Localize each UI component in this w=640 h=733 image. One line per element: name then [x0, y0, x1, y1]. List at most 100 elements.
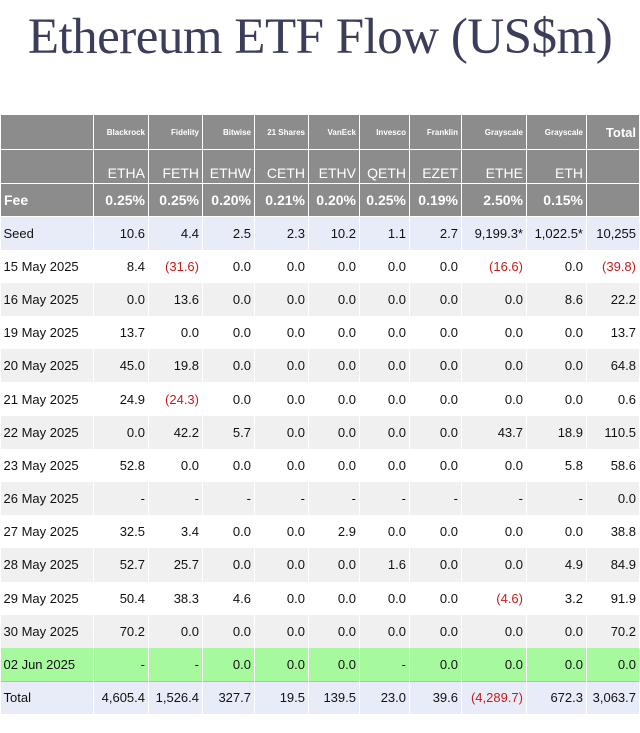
flow-cell: 0.0	[308, 382, 360, 416]
flow-cell: 25.7	[148, 548, 203, 582]
flow-cell: 0.0	[254, 282, 309, 317]
flow-cell: 4.6	[202, 581, 255, 615]
negative-flow-cell: (4.6)	[461, 581, 527, 615]
flow-cell: 0.0	[254, 382, 309, 416]
flow-cell: 13.6	[148, 282, 203, 317]
row-label: 26 May 2025	[0, 482, 94, 516]
flow-cell: -	[359, 647, 410, 682]
flow-cell: -	[308, 482, 360, 516]
fee-header-row: Fee 0.25% 0.25% 0.20% 0.21% 0.20% 0.25% 0.19% 2.…	[0, 183, 640, 217]
flow-cell: 0.0	[461, 282, 527, 317]
flow-cell: 70.2	[586, 614, 640, 648]
flow-cell: 0.0	[308, 415, 360, 449]
flow-cell: 672.3	[526, 680, 587, 715]
table-row: 23 May 2025 52.8 0.0 0.0 0.0 0.0 0.0 0.0 0.0 5.8 5…	[0, 448, 640, 482]
flow-cell: 0.0	[202, 647, 255, 682]
flow-cell: 0.0	[461, 614, 527, 648]
flow-cell: 0.0	[359, 349, 410, 383]
flow-cell: 0.0	[409, 282, 462, 317]
ticker-header-2: ETHW	[202, 149, 255, 184]
ticker-header-1: FETH	[148, 149, 203, 184]
flow-cell: 10,255	[586, 216, 640, 250]
flow-cell: 0.0	[202, 382, 255, 416]
table-row: 19 May 2025 13.7 0.0 0.0 0.0 0.0 0.0 0.0 0.0 0.0 1…	[0, 316, 640, 350]
fee-cell-5: 0.25%	[359, 183, 410, 217]
flow-cell: 4.4	[148, 216, 203, 250]
flow-cell: 1.6	[359, 548, 410, 582]
issuer-header-1: Fidelity	[148, 114, 203, 150]
issuer-header-8: Grayscale	[526, 114, 587, 150]
flow-cell: 24.9	[93, 382, 149, 416]
flow-cell: 0.0	[308, 448, 360, 482]
flow-cell: 13.7	[586, 316, 640, 350]
ticker-header-7: ETHE	[461, 149, 527, 184]
flow-cell: -	[461, 482, 527, 516]
issuer-header-2: Bitwise	[202, 114, 255, 150]
flow-cell: 0.0	[254, 349, 309, 383]
flow-cell: 0.0	[461, 316, 527, 350]
flow-cell: 0.0	[526, 515, 587, 549]
fee-cell-1: 0.25%	[148, 183, 203, 217]
issuer-header-row: Blackrock Fidelity Bitwise 21 Shares VanEck I…	[0, 114, 640, 150]
flow-cell: 13.7	[93, 316, 149, 350]
row-label: 21 May 2025	[0, 382, 94, 416]
flow-cell: 0.0	[202, 249, 255, 283]
flow-cell: 64.8	[586, 349, 640, 383]
flow-cell: 3.2	[526, 581, 587, 615]
ticker-header-0: ETHA	[93, 149, 149, 184]
flow-cell: -	[409, 482, 462, 516]
flow-cell: 0.0	[202, 548, 255, 582]
flow-cell: 0.0	[254, 614, 309, 648]
flow-cell: 0.0	[254, 316, 309, 350]
flow-cell: 3.4	[148, 515, 203, 549]
table-row: 26 May 2025- - - - - - - - -0.0	[0, 482, 640, 516]
flow-cell: 42.2	[148, 415, 203, 449]
flow-cell: 0.0	[409, 614, 462, 648]
flow-cell: 0.0	[409, 382, 462, 416]
page-title: Ethereum ETF Flow (US$m)	[27, 9, 613, 65]
flow-cell: 0.0	[359, 515, 410, 549]
table-row: 02 Jun 2025- -0.0 0.0 0.0-0.0 0.0 0.0 0.0	[0, 647, 640, 682]
flow-cell: 43.7	[461, 415, 527, 449]
flow-cell: 22.2	[586, 282, 640, 317]
flow-cell: 0.0	[359, 382, 410, 416]
row-label: 29 May 2025	[0, 581, 94, 615]
ticker-header-3: CETH	[254, 149, 309, 184]
ticker-header-5: QETH	[359, 149, 410, 184]
fee-cell-2: 0.20%	[202, 183, 255, 217]
flow-cell: 0.0	[254, 249, 309, 283]
row-label: 19 May 2025	[0, 316, 94, 350]
table-row: 29 May 2025 50.4 38.3 4.6 0.0 0.0 0.0 0.0 (4.6) 3…	[0, 581, 640, 615]
flow-cell: 0.0	[461, 349, 527, 383]
flow-cell: 0.0	[93, 415, 149, 449]
flow-cell: 0.0	[254, 581, 309, 615]
flow-cell: 0.6	[586, 382, 640, 416]
table-row: 20 May 2025 45.0 19.8 0.0 0.0 0.0 0.0 0.0 0.0 0.0…	[0, 349, 640, 383]
flow-cell: 0.0	[308, 316, 360, 350]
table-row: 22 May 2025 0.0 42.2 5.7 0.0 0.0 0.0 0.0 43.7 18.…	[0, 415, 640, 449]
etf-flow-table: Blackrock Fidelity Bitwise 21 Shares VanEck I…	[0, 114, 640, 715]
issuer-header-5: Invesco	[359, 114, 410, 150]
flow-cell: 0.0	[202, 448, 255, 482]
flow-cell: 52.7	[93, 548, 149, 582]
flow-cell: 0.0	[586, 482, 640, 516]
flow-cell: 0.0	[359, 282, 410, 317]
flow-cell: 0.0	[526, 382, 587, 416]
fee-cell-4: 0.20%	[308, 183, 360, 217]
flow-cell: 0.0	[359, 316, 410, 350]
flow-cell: 38.3	[148, 581, 203, 615]
flow-cell: 1,526.4	[148, 680, 203, 715]
flow-cell: 19.8	[148, 349, 203, 383]
ticker-corner-cell	[0, 149, 94, 184]
flow-cell: 0.0	[202, 515, 255, 549]
flow-cell: 2.3	[254, 216, 309, 250]
flow-cell: 8.6	[526, 282, 587, 317]
flow-cell: 2.5	[202, 216, 255, 250]
flow-cell: 0.0	[461, 448, 527, 482]
row-label: 20 May 2025	[0, 349, 94, 383]
flow-cell: 0.0	[93, 282, 149, 317]
flow-cell: 0.0	[148, 316, 203, 350]
fee-cell-7: 2.50%	[461, 183, 527, 217]
flow-cell: 0.0	[586, 647, 640, 682]
fee-total-cell	[586, 183, 640, 217]
